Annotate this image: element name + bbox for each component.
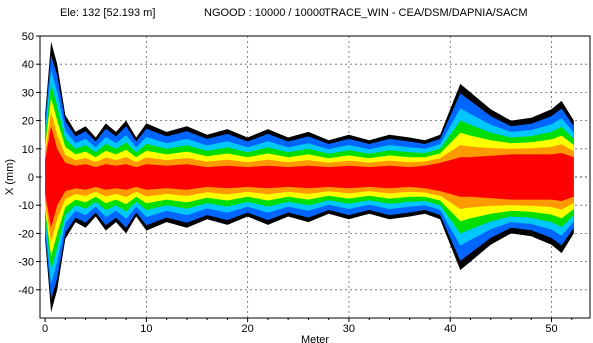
x-tick-label: 20 (242, 323, 254, 335)
x-tick-label: 40 (444, 323, 456, 335)
y-axis-label: X (mm) (4, 159, 16, 195)
x-tick-label: 10 (140, 323, 152, 335)
ngood-readout: NGOOD : 10000 / 10000 (204, 7, 326, 19)
x-tick-label: 0 (42, 323, 48, 335)
density-band-red (45, 126, 574, 228)
program-credit: TRACE_WIN - CEA/DSM/DAPNIA/SACM (324, 7, 528, 19)
y-tick-label: 0 (28, 172, 34, 184)
y-tick-label: 50 (22, 31, 34, 43)
y-tick-label: -30 (18, 257, 34, 269)
y-tick-label: 40 (22, 59, 34, 71)
element-readout: Ele: 132 [52.193 m] (60, 7, 156, 19)
chart-header: Ele: 132 [52.193 m] NGOOD : 10000 / 1000… (0, 0, 593, 22)
y-tick-label: 20 (22, 116, 34, 128)
x-tick-label: 30 (343, 323, 355, 335)
x-axis-ticks: 0 10 20 30 40 50 (42, 318, 573, 335)
x-axis-label: Meter (301, 334, 329, 343)
y-tick-label: -10 (18, 200, 34, 212)
y-tick-label: -20 (18, 228, 34, 240)
y-tick-label: 30 (22, 87, 34, 99)
y-tick-label: 10 (22, 144, 34, 156)
density-bands (45, 41, 574, 313)
y-tick-label: -40 (18, 285, 34, 297)
x-tick-label: 50 (545, 323, 557, 335)
y-axis-ticks: 50 40 30 20 10 0 -10 -20 -30 -40 (18, 31, 40, 297)
